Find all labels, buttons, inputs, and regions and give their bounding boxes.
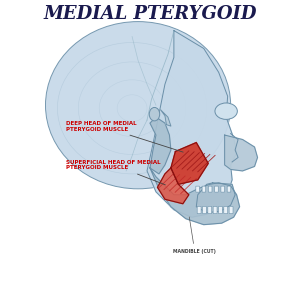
FancyBboxPatch shape: [224, 206, 228, 214]
Text: MEDIAL PTERYGOID: MEDIAL PTERYGOID: [43, 5, 257, 23]
FancyBboxPatch shape: [221, 186, 224, 192]
FancyBboxPatch shape: [214, 186, 218, 192]
FancyBboxPatch shape: [202, 186, 206, 192]
FancyBboxPatch shape: [229, 206, 233, 214]
Polygon shape: [160, 110, 171, 126]
FancyBboxPatch shape: [213, 206, 217, 214]
Ellipse shape: [149, 107, 160, 121]
FancyBboxPatch shape: [196, 186, 200, 192]
Polygon shape: [158, 168, 189, 204]
Text: MANDIBLE (CUT): MANDIBLE (CUT): [173, 217, 216, 254]
Polygon shape: [147, 31, 237, 217]
Polygon shape: [225, 135, 257, 171]
FancyBboxPatch shape: [208, 186, 212, 192]
Polygon shape: [196, 183, 235, 213]
FancyBboxPatch shape: [227, 186, 231, 192]
FancyBboxPatch shape: [208, 206, 212, 214]
Ellipse shape: [215, 103, 237, 119]
FancyBboxPatch shape: [202, 206, 206, 214]
Polygon shape: [150, 168, 240, 225]
Polygon shape: [171, 142, 208, 184]
Text: DEEP HEAD OF MEDIAL
PTERYGOID MUSCLE: DEEP HEAD OF MEDIAL PTERYGOID MUSCLE: [66, 121, 183, 152]
FancyBboxPatch shape: [197, 206, 201, 214]
Text: SUPERFICIAL HEAD OF MEDIAL
PTERYGOID MUSCLE: SUPERFICIAL HEAD OF MEDIAL PTERYGOID MUS…: [66, 160, 165, 185]
Ellipse shape: [46, 22, 231, 189]
FancyBboxPatch shape: [218, 206, 222, 214]
Polygon shape: [150, 117, 171, 174]
